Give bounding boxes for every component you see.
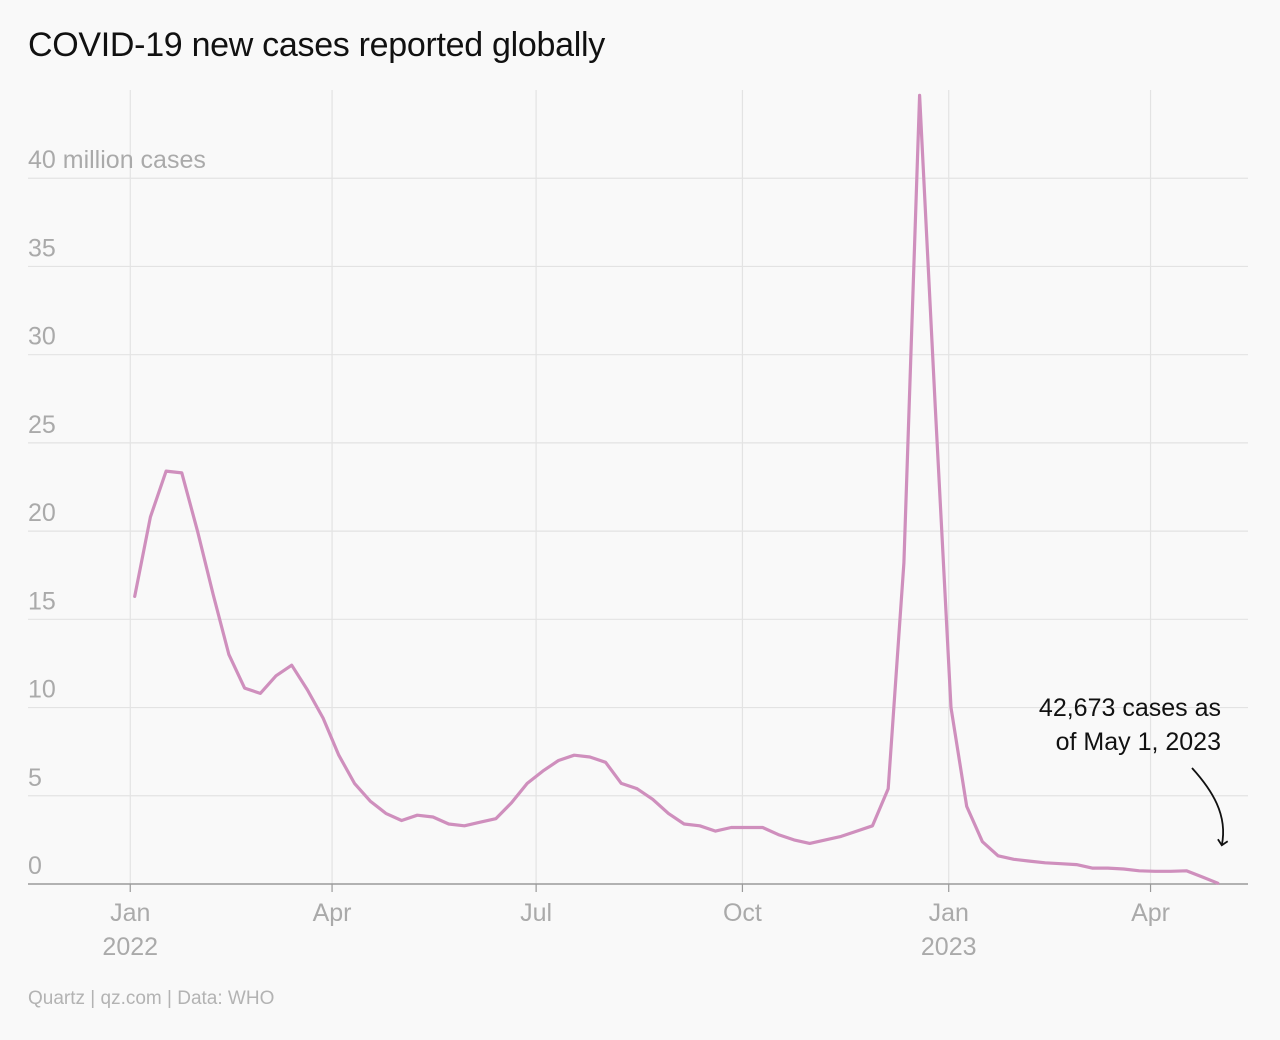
y-tick-label: 30 <box>28 323 56 351</box>
annotation-arrow <box>1191 767 1229 847</box>
vertical-gridlines <box>129 90 1152 884</box>
source-credit: Quartz | qz.com | Data: WHO <box>28 988 275 1009</box>
y-tick-label: 0 <box>28 852 42 880</box>
annotations: 42,673 cases as of May 1, 2023 <box>1039 694 1229 847</box>
x-tick-label: Apr <box>313 899 352 927</box>
y-tick-label: 20 <box>28 499 56 527</box>
horizontal-gridlines <box>28 177 1248 797</box>
x-tick-label: Jul <box>520 899 552 927</box>
x-tick-year-label: 2023 <box>921 933 977 961</box>
x-tick-label: Jan <box>929 899 969 927</box>
chart-title: COVID-19 new cases reported globally <box>28 26 605 64</box>
annotation-text: of May 1, 2023 <box>1056 728 1221 756</box>
x-tick-label: Apr <box>1131 899 1170 927</box>
y-axis-tick-labels: 0 5 10 15 20 25 30 35 40 million cases <box>28 146 206 880</box>
series-line-weekly-cases <box>133 93 1220 885</box>
x-axis-tick-labels: Jan 2022 Apr Jul Oct Jan 2023 Apr <box>102 899 1170 961</box>
y-tick-label: 10 <box>28 676 56 704</box>
y-tick-label: 5 <box>28 764 42 792</box>
x-axis <box>28 883 1248 892</box>
series-lines <box>133 93 1220 885</box>
x-tick-year-label: 2022 <box>102 933 158 961</box>
y-tick-label: 35 <box>28 234 56 262</box>
x-tick-label: Jan <box>110 899 150 927</box>
y-tick-label: 40 million cases <box>28 146 206 174</box>
y-tick-label: 25 <box>28 411 56 439</box>
x-tick-label: Oct <box>723 899 762 927</box>
annotation-text: 42,673 cases as <box>1039 694 1221 722</box>
y-tick-label: 15 <box>28 587 56 615</box>
